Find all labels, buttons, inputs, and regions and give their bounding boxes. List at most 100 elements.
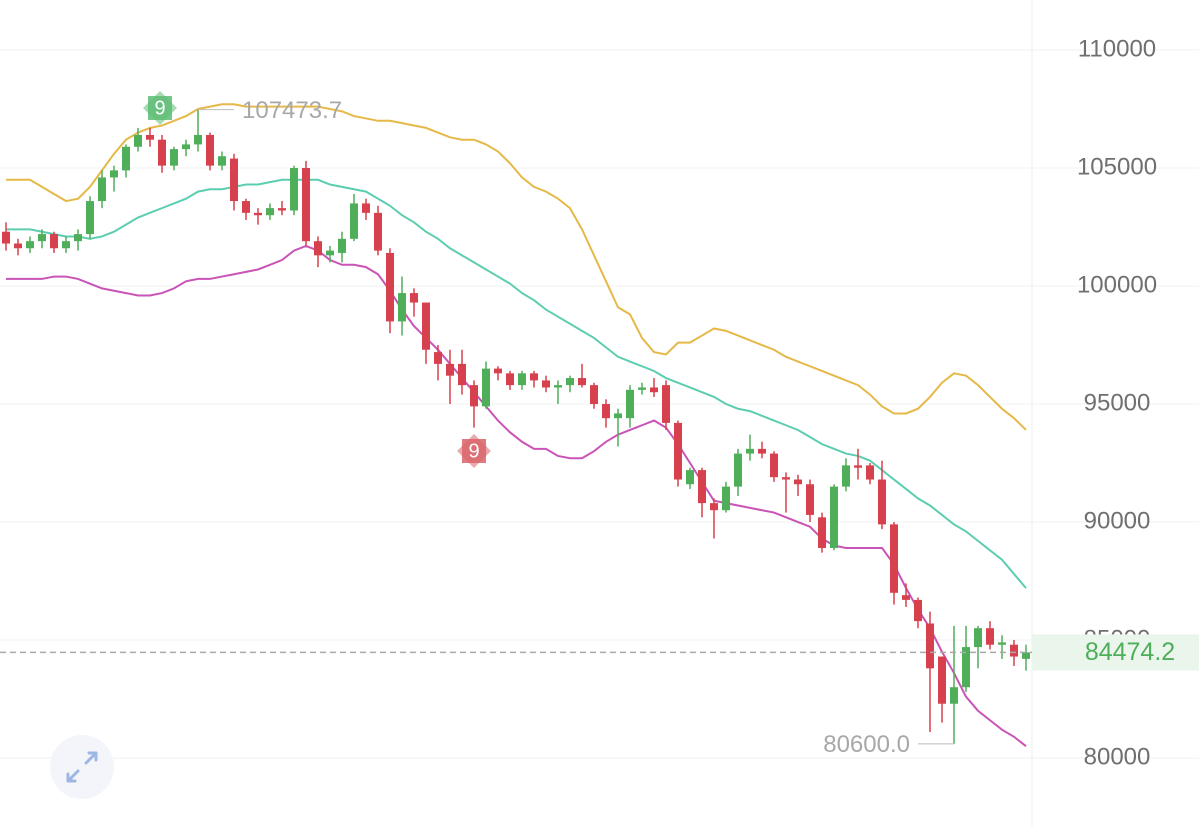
candle-body [842, 465, 850, 487]
sequence-marker: 9 [457, 434, 491, 468]
candle-body [62, 241, 70, 249]
candle-body [506, 373, 514, 386]
candle-body [674, 422, 682, 480]
last-price-label: 84474.2 [1085, 638, 1175, 666]
candle-body [914, 599, 922, 622]
candle-body [134, 134, 142, 147]
candle-body [278, 208, 286, 211]
candle-body [2, 231, 10, 244]
candle-body [326, 250, 334, 256]
candle-body [710, 503, 718, 511]
y-tick-label: 110000 [1078, 35, 1156, 62]
low-label: 80600.0 [823, 731, 910, 758]
candle-body [686, 470, 694, 485]
candle-body [158, 139, 166, 166]
candle-body [962, 647, 970, 688]
candle-body [782, 477, 790, 480]
candle-body [86, 201, 94, 235]
candle-body [626, 389, 634, 419]
candle-body [770, 453, 778, 478]
marker-label: 9 [468, 440, 479, 462]
candle-body [338, 238, 346, 253]
y-tick-label: 100000 [1077, 271, 1157, 298]
sequence-marker: 9 [143, 91, 177, 125]
marker-shape [148, 96, 172, 120]
candle-body [590, 385, 598, 405]
candle-body [494, 368, 502, 374]
candle-body [206, 134, 214, 166]
candle-body [386, 252, 394, 322]
candle-body [446, 363, 454, 376]
candle-body [806, 484, 814, 515]
candle-body [458, 363, 466, 386]
candle-body [854, 465, 862, 468]
candle-body [890, 524, 898, 593]
candle-body [938, 656, 946, 704]
candle-body [818, 517, 826, 548]
candle-body [146, 134, 154, 140]
candle-body [530, 373, 538, 381]
candle-body [794, 479, 802, 485]
overlay: 107473.7 80600.0 84474.2 9 9 [0, 91, 1199, 758]
candle-body [734, 453, 742, 487]
y-tick-label: 95000 [1084, 389, 1151, 416]
candle-body [650, 387, 658, 393]
candle-body [98, 177, 106, 202]
candle-body [26, 241, 34, 249]
candle-body [434, 352, 442, 364]
candle-body [362, 203, 370, 213]
grid: 80000850009000095000100000105000110000 [0, 35, 1199, 770]
candle-body [110, 170, 118, 178]
candle-body [662, 385, 670, 423]
candle-body [578, 378, 586, 386]
candle-body [950, 687, 958, 704]
candle-body [1010, 644, 1018, 657]
candle-body [482, 368, 490, 407]
candle-body [878, 479, 886, 525]
candle-body [254, 212, 262, 216]
candle-body [638, 387, 646, 390]
candle-body [758, 448, 766, 454]
candle-body [602, 404, 610, 419]
candle-body [374, 212, 382, 251]
candle-body [422, 302, 430, 350]
candle-body [290, 168, 298, 211]
candle-body [170, 149, 178, 166]
band-line [6, 103, 1027, 431]
last-price-tag [1032, 634, 1199, 671]
candle-body [14, 243, 22, 249]
expand-button[interactable] [50, 735, 114, 799]
candle-body [38, 234, 46, 242]
candle-body [50, 234, 58, 249]
candle-body [182, 144, 190, 150]
candle-body [314, 241, 322, 256]
candle-body [998, 642, 1006, 645]
candle-body [902, 595, 910, 600]
expand-icon[interactable] [66, 751, 98, 783]
candle-body [566, 378, 574, 386]
candle-body [866, 465, 874, 480]
candle-body [974, 628, 982, 648]
candle-body [746, 448, 754, 454]
marker-label: 9 [154, 97, 165, 119]
candle-body [1022, 652, 1030, 659]
candle-body [194, 134, 202, 145]
candle-body [926, 623, 934, 669]
y-tick-label: 105000 [1077, 153, 1157, 180]
expand-button-bg[interactable] [50, 735, 114, 799]
band-line [6, 178, 1027, 589]
candle-body [986, 628, 994, 645]
candle-body [266, 208, 274, 216]
y-tick-label: 90000 [1084, 507, 1151, 534]
candle-body [410, 293, 418, 303]
candle-body [74, 234, 82, 242]
candle-body [542, 380, 550, 388]
candle-body [218, 156, 226, 166]
band-line [6, 244, 1027, 747]
candle-body [122, 146, 130, 171]
y-tick-label: 80000 [1084, 743, 1151, 770]
candle-body [722, 486, 730, 511]
